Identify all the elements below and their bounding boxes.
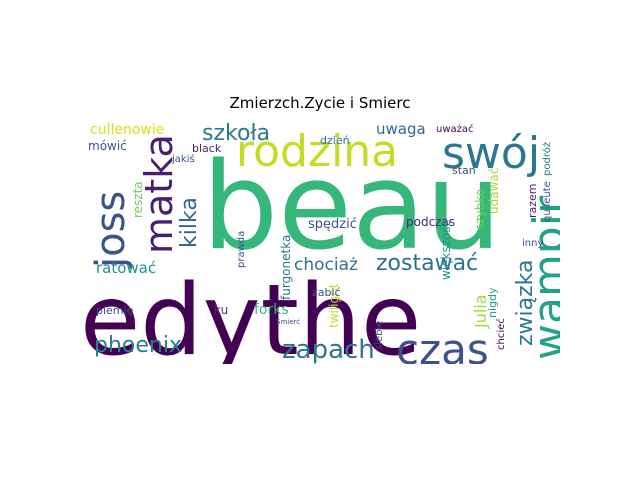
word-mowic: mówić — [88, 139, 127, 153]
figure-title: Zmierzch.Zycie i Smierc — [229, 94, 411, 112]
word-smierc: Śmierć — [276, 317, 300, 326]
word-twilight: twilight — [327, 283, 341, 328]
word-chociaz: chociaż — [294, 255, 358, 275]
word-razem: razem — [526, 183, 539, 218]
word-inny: inny — [522, 238, 543, 249]
word-czas: czas — [396, 325, 489, 364]
word-beau: beau — [202, 138, 502, 277]
word-uwaga: uwaga — [376, 120, 426, 138]
word-chciec: chcieć — [495, 318, 507, 350]
word-jakis: jakiś — [171, 153, 195, 165]
word-prawda: prawda — [236, 231, 247, 268]
word-spedzic: spędzić — [308, 217, 357, 232]
word-phoenix: phoenix — [94, 333, 182, 358]
word-zabic: zabić — [312, 286, 341, 299]
word-quileute: quileute — [542, 181, 553, 222]
word-zostawac: zostawać — [376, 251, 478, 276]
word-kilka: kilka — [177, 197, 202, 248]
word-cloud: beau edythe rodzina swój wampir joss mat… — [80, 118, 560, 364]
word-swoj: swój — [442, 128, 540, 179]
word-ku: ku — [214, 303, 228, 317]
word-matka: matka — [137, 134, 181, 254]
word-black: black — [192, 142, 222, 155]
word-plemie: plemię — [96, 304, 134, 317]
word-dzien: dzień — [320, 134, 350, 147]
word-rodzina: rodzina — [236, 126, 398, 177]
word-podczas: podczas — [406, 215, 455, 229]
word-szybko: szybko — [473, 189, 487, 230]
word-edythe: edythe — [80, 264, 421, 364]
word-joss: joss — [88, 191, 134, 269]
word-cullenowie: cullenowie — [90, 122, 164, 138]
word-julia: Julia — [471, 294, 490, 329]
word-siebie: siebie — [374, 321, 385, 350]
word-wampir: wampir — [524, 195, 560, 360]
word-wiekszosc: większość — [439, 220, 453, 280]
word-podroz: podróż — [541, 142, 553, 176]
word-nigdy: nigdy — [486, 287, 499, 318]
word-szkola: szkoła — [202, 121, 270, 146]
word-reszta: reszta — [131, 181, 145, 218]
word-zapach: zapach — [282, 335, 375, 364]
word-stan: stan — [452, 164, 476, 177]
word-forks: forks — [254, 302, 289, 318]
word-uwazac: uważać — [436, 123, 474, 135]
word-ratowac: ratować — [96, 259, 156, 277]
word-furgonetka: furgonetka — [279, 235, 293, 300]
word-zwiazka: związka — [513, 259, 538, 346]
word-udawac: udawać — [487, 168, 501, 214]
